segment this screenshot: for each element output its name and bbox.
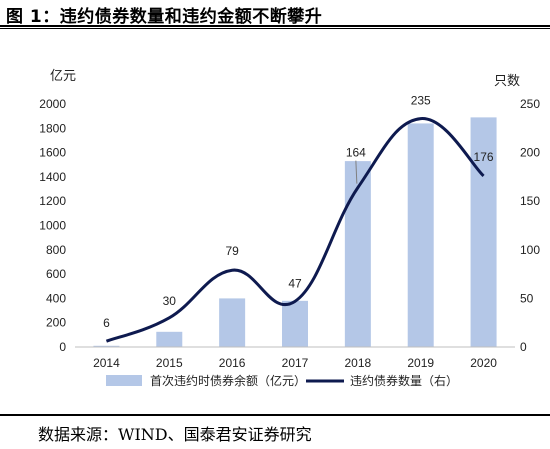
- x-tick-label: 2018: [345, 356, 372, 370]
- left-tick-label: 1200: [39, 194, 66, 208]
- left-tick-label: 0: [59, 340, 66, 354]
- bar: [156, 331, 183, 347]
- legend-line-label: 违约债券数量（右）: [350, 373, 458, 388]
- right-tick-label: 50: [520, 291, 534, 305]
- x-tick-label: 2019: [407, 356, 434, 370]
- x-tick-label: 2014: [93, 356, 120, 370]
- left-tick-label: 800: [46, 243, 66, 257]
- legend-bar-label: 首次违约时债券余额（亿元）: [150, 373, 306, 388]
- top-rule: [0, 25, 550, 27]
- bar: [470, 117, 497, 348]
- x-tick-label: 2020: [470, 356, 497, 370]
- left-tick-label: 200: [46, 316, 66, 330]
- left-tick-label: 1400: [39, 170, 66, 184]
- legend: 首次违约时债券余额（亿元） 违约债券数量（右）: [106, 373, 458, 388]
- x-tick-label: 2015: [156, 356, 183, 370]
- left-tick-label: 2000: [39, 97, 66, 111]
- right-axis: 0 50 100 150 200 250: [520, 97, 540, 354]
- left-tick-label: 1000: [39, 219, 66, 233]
- data-label-leader: [355, 160, 358, 184]
- figure-title: 图 1：违约债券数量和违约金额不断攀升: [6, 7, 323, 27]
- title-rule: [0, 28, 550, 29]
- line-data-label: 235: [411, 94, 431, 108]
- line-data-label: 47: [288, 276, 302, 290]
- chart: 亿元 只数 0200400600800100012001400160018002…: [39, 68, 540, 388]
- line-data-label: 6: [103, 316, 110, 330]
- line-data-labels: 6 30 79 47 164 235 176: [103, 94, 494, 331]
- bar: [219, 298, 246, 347]
- source-note: 数据来源：WIND、国泰君安证券研究: [38, 425, 312, 444]
- right-tick-label: 200: [520, 146, 540, 160]
- right-axis-unit: 只数: [494, 73, 520, 88]
- bar: [407, 123, 434, 347]
- left-tick-label: 400: [46, 291, 66, 305]
- left-tick-label: 600: [46, 267, 66, 281]
- right-tick-label: 150: [520, 194, 540, 208]
- line-series: [105, 117, 485, 343]
- left-tick-label: 1800: [39, 121, 66, 135]
- bar: [344, 161, 371, 347]
- line-data-label: 164: [346, 146, 366, 160]
- line-data-label: 176: [474, 150, 494, 164]
- right-tick-label: 250: [520, 97, 540, 111]
- left-tick-label: 1600: [39, 146, 66, 160]
- line-data-label: 79: [225, 244, 239, 258]
- line-data-label: 30: [163, 294, 177, 308]
- legend-bar-swatch: [106, 375, 142, 386]
- x-tick-label: 2016: [219, 356, 246, 370]
- source-rule: [0, 414, 550, 416]
- right-tick-label: 100: [520, 243, 540, 257]
- bar-series: [93, 117, 497, 348]
- right-tick-label: 0: [520, 340, 527, 354]
- x-tick-label: 2017: [282, 356, 309, 370]
- x-axis: 2014 2015 2016 2017 2018 2019 2020: [93, 356, 497, 370]
- bar: [93, 345, 120, 347]
- left-axis: 0 200 400 600 800 1000 1200 1400 1600 1800 2000: [39, 97, 66, 354]
- bar: [282, 300, 308, 347]
- left-axis-unit: 亿元: [50, 68, 76, 83]
